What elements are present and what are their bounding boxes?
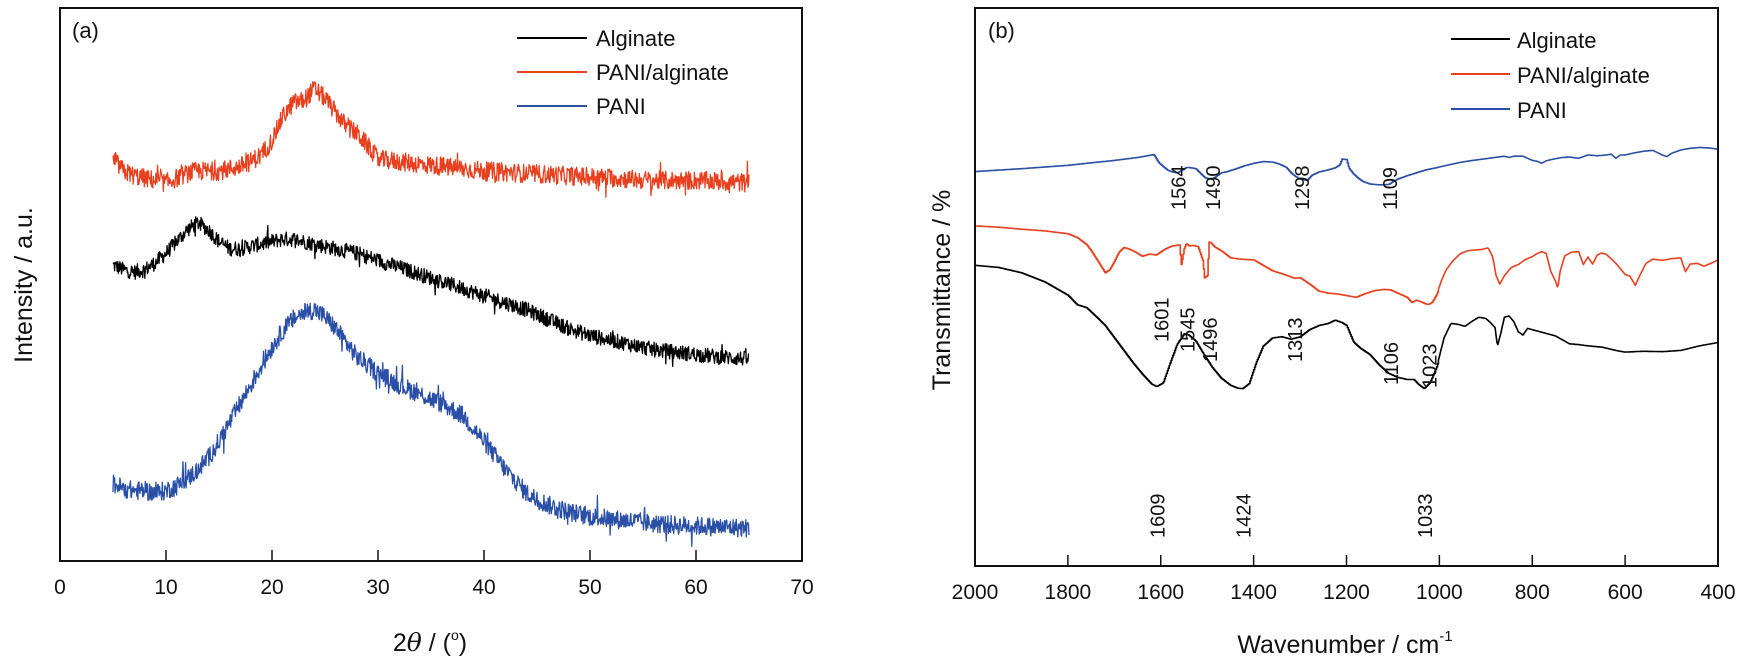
series-line-pani <box>112 302 750 547</box>
series-line-pani <box>975 146 1719 186</box>
panel-a-y-axis-title: Intensity / a.u. <box>10 207 38 363</box>
legend-label: PANI <box>596 94 646 119</box>
series-line-pani-alginate <box>975 225 1719 306</box>
x-tick-label: 60 <box>684 576 707 599</box>
panel-b-peak-annotations: 1564 1490 1298 1109 1601 1545 1496 1313 1106 1023… <box>1148 166 1442 539</box>
legend-item-pani: PANI <box>1451 98 1567 123</box>
panel-a-label: (a) <box>72 18 99 43</box>
x-tick-label: 400 <box>1700 581 1735 604</box>
x-title-suffix: / ( <box>422 629 452 657</box>
legend-item-alginate: Alginate <box>517 26 676 51</box>
legend-label: PANI/alginate <box>596 60 729 85</box>
x-title-text: Wavenumber / cm <box>1237 631 1439 659</box>
x-tick-label: 2000 <box>952 581 999 604</box>
x-tick-label: 70 <box>790 576 813 599</box>
x-title-degree: o <box>451 627 459 643</box>
peak-label-1490: 1490 <box>1203 166 1225 211</box>
panel-b-x-ticks: 2000 1800 1600 1400 1200 1000 800 600 400 <box>952 555 1736 604</box>
peak-label-1424: 1424 <box>1234 494 1256 539</box>
legend-item-pani-alginate: PANI/alginate <box>517 60 729 85</box>
panel-a-x-ticks: 0 10 20 30 40 50 60 70 <box>54 550 814 599</box>
panel-a-frame <box>59 7 803 562</box>
legend-item-alginate: Alginate <box>1451 28 1597 53</box>
legend-label: Alginate <box>596 26 676 51</box>
x-title-superscript: -1 <box>1439 628 1452 645</box>
x-tick-label: 1600 <box>1137 581 1184 604</box>
x-title-theta: θ <box>407 628 422 657</box>
x-tick-label: 1800 <box>1045 581 1092 604</box>
peak-label-1106: 1106 <box>1381 342 1403 385</box>
peak-label-1609: 1609 <box>1148 494 1170 539</box>
x-tick-label: 1400 <box>1230 581 1277 604</box>
panel-b-ftir-chart: 2000 1800 1600 1400 1200 1000 800 600 400 1564 14… <box>928 7 1736 659</box>
x-tick-label: 1200 <box>1323 581 1370 604</box>
x-tick-label: 0 <box>54 576 66 599</box>
peak-label-1313: 1313 <box>1285 318 1307 363</box>
peak-label-1545: 1545 <box>1177 308 1199 353</box>
x-tick-label: 30 <box>366 576 389 599</box>
peak-label-1033: 1033 <box>1415 494 1437 539</box>
panel-a-plot-area <box>112 81 750 547</box>
x-tick-label: 600 <box>1608 581 1643 604</box>
peak-label-1298: 1298 <box>1292 166 1314 211</box>
x-tick-label: 50 <box>578 576 601 599</box>
peak-label-1601: 1601 <box>1151 298 1173 343</box>
legend-item-pani-alginate: PANI/alginate <box>1451 63 1650 88</box>
x-title-prefix: 2 <box>393 629 407 657</box>
panel-a-xrd-chart: 0 10 20 30 40 50 60 70 (a) Intensity / a.u. 2θ … <box>10 7 814 657</box>
series-line-alginate <box>112 216 750 368</box>
panel-a-legend: Alginate PANI/alginate PANI <box>517 26 729 119</box>
panel-b-label: (b) <box>988 18 1015 43</box>
legend-label: Alginate <box>1517 28 1597 53</box>
series-line-alginate <box>975 264 1719 390</box>
panel-a-x-axis-title: 2θ / (o) <box>393 627 467 657</box>
x-tick-label: 800 <box>1515 581 1550 604</box>
legend-label: PANI/alginate <box>1517 63 1650 88</box>
peak-label-1023: 1023 <box>1420 344 1442 389</box>
panel-b-y-axis-title: Transmittance / % <box>928 190 956 391</box>
panel-b-plot-area <box>975 146 1719 390</box>
x-tick-label: 40 <box>472 576 495 599</box>
peak-label-1496: 1496 <box>1200 318 1222 363</box>
x-tick-label: 10 <box>154 576 177 599</box>
peak-label-1109: 1109 <box>1380 167 1402 210</box>
x-tick-label: 1000 <box>1416 581 1463 604</box>
peak-label-1564: 1564 <box>1169 166 1191 211</box>
panel-b-legend: Alginate PANI/alginate PANI <box>1451 28 1650 123</box>
panel-b-frame <box>974 7 1719 567</box>
legend-item-pani: PANI <box>517 94 646 119</box>
legend-label: PANI <box>1517 98 1567 123</box>
x-title-close: ) <box>459 629 467 657</box>
x-tick-label: 20 <box>260 576 283 599</box>
panel-b-x-axis-title: Wavenumber / cm-1 <box>1237 628 1452 659</box>
series-line-pani-alginate <box>112 81 750 198</box>
